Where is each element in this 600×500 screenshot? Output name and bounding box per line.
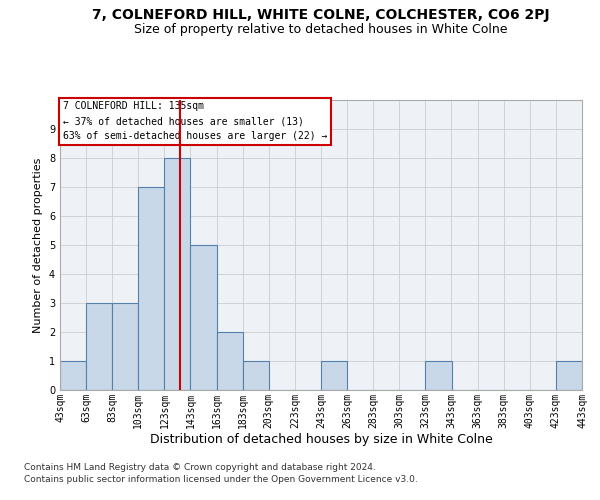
- Bar: [217, 332, 242, 390]
- Text: Contains public sector information licensed under the Open Government Licence v3: Contains public sector information licen…: [24, 475, 418, 484]
- Bar: [425, 361, 452, 390]
- Bar: [190, 245, 217, 390]
- Y-axis label: Number of detached properties: Number of detached properties: [34, 158, 43, 332]
- Bar: [60, 361, 86, 390]
- Bar: [86, 303, 112, 390]
- Bar: [138, 187, 164, 390]
- Bar: [112, 303, 138, 390]
- Bar: [321, 361, 347, 390]
- Bar: [242, 361, 269, 390]
- Text: Size of property relative to detached houses in White Colne: Size of property relative to detached ho…: [134, 22, 508, 36]
- Bar: [164, 158, 190, 390]
- Text: Contains HM Land Registry data © Crown copyright and database right 2024.: Contains HM Land Registry data © Crown c…: [24, 464, 376, 472]
- Text: 7 COLNEFORD HILL: 135sqm
← 37% of detached houses are smaller (13)
63% of semi-d: 7 COLNEFORD HILL: 135sqm ← 37% of detach…: [62, 102, 327, 141]
- Bar: [556, 361, 582, 390]
- Text: 7, COLNEFORD HILL, WHITE COLNE, COLCHESTER, CO6 2PJ: 7, COLNEFORD HILL, WHITE COLNE, COLCHEST…: [92, 8, 550, 22]
- Text: Distribution of detached houses by size in White Colne: Distribution of detached houses by size …: [149, 432, 493, 446]
